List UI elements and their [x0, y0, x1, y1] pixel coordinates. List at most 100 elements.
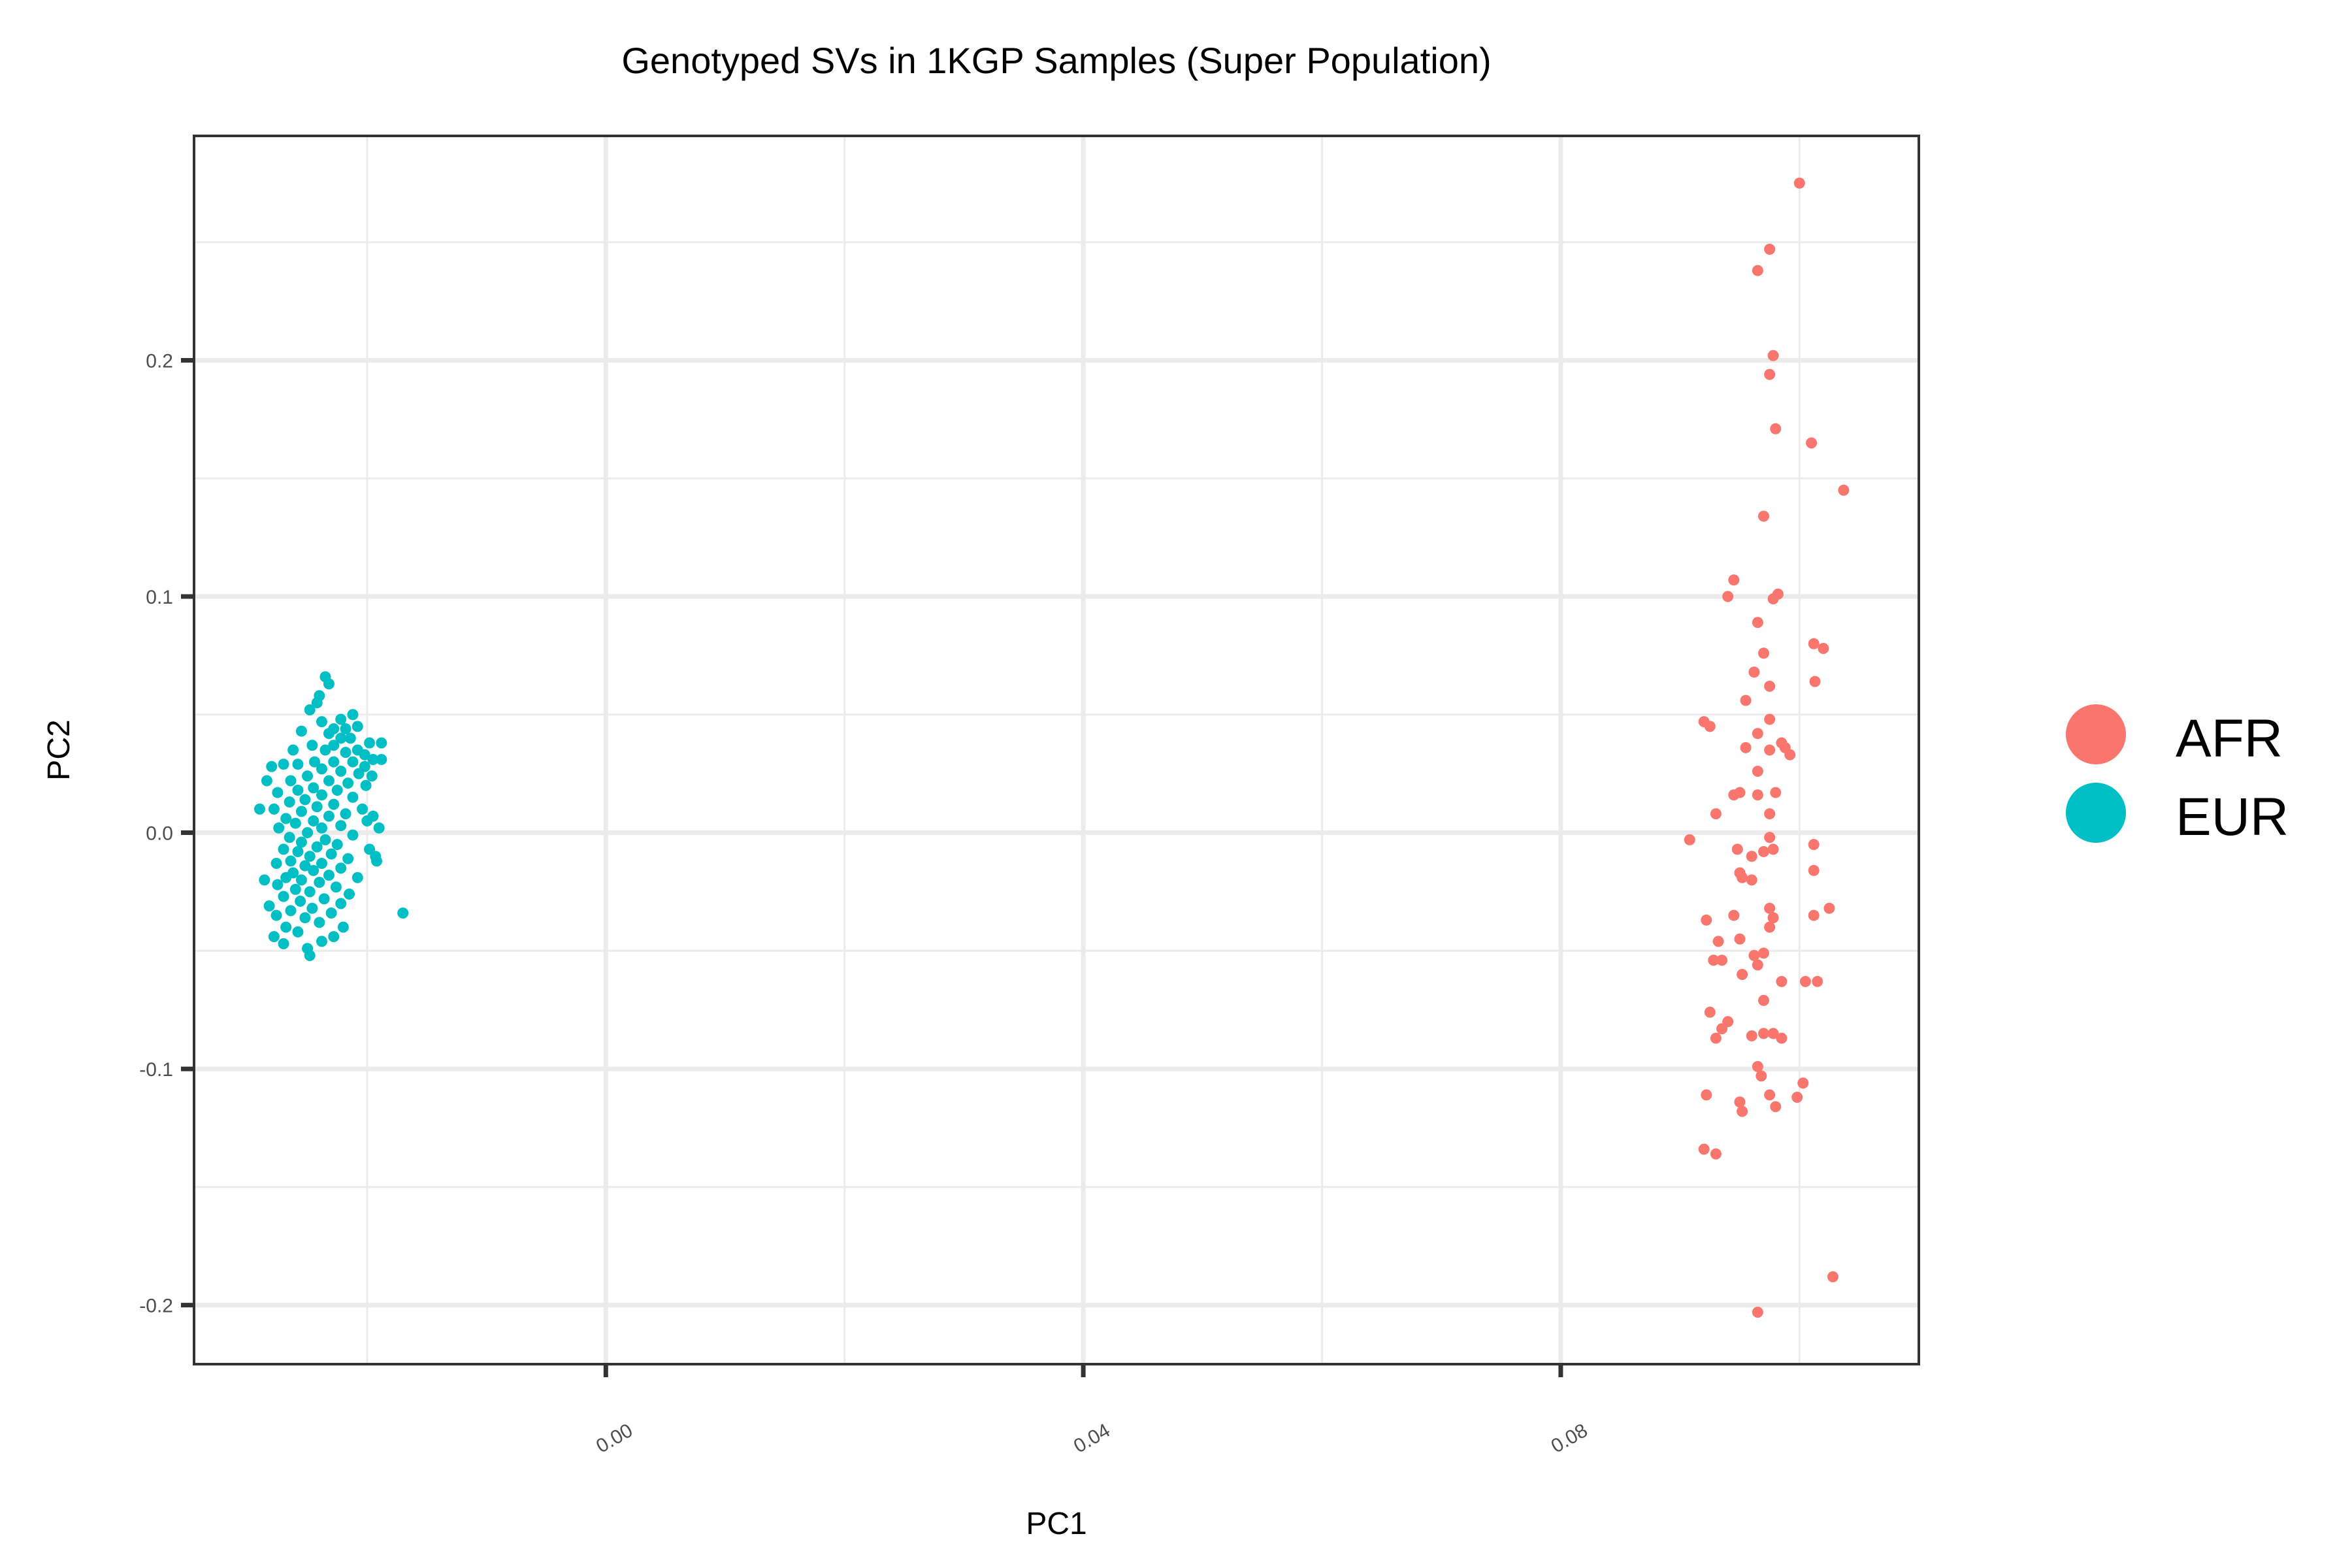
data-point-eur [304, 886, 316, 898]
legend-key-eur [2066, 783, 2126, 843]
data-point-eur [302, 827, 314, 839]
data-point-eur [278, 759, 289, 770]
data-point-eur [342, 853, 354, 864]
data-point-eur [366, 770, 378, 782]
data-point-afr [1808, 909, 1820, 921]
data-point-eur [319, 834, 331, 845]
data-point-afr [1767, 1028, 1779, 1039]
data-point-eur [304, 950, 316, 962]
data-point-eur [347, 791, 359, 803]
data-point-eur [357, 803, 368, 815]
data-point-afr [1746, 874, 1757, 886]
data-point-afr [1770, 1101, 1782, 1113]
data-point-eur [340, 723, 351, 734]
data-point-afr [1728, 574, 1740, 586]
data-point-afr [1716, 955, 1728, 966]
legend-label-eur: EUR [2176, 787, 2289, 847]
data-point-eur [364, 737, 376, 749]
data-point-afr [1797, 1077, 1809, 1089]
y-tick-label: -0.2 [139, 1296, 173, 1317]
data-point-afr [1752, 617, 1763, 629]
data-point-afr [1767, 912, 1779, 924]
data-point-afr [1767, 593, 1779, 605]
data-point-afr [1764, 744, 1776, 756]
data-point-eur [285, 775, 297, 787]
data-point-afr [1823, 902, 1835, 914]
data-point-afr [1748, 666, 1760, 678]
data-point-eur [316, 936, 327, 947]
data-point-eur [347, 829, 359, 841]
data-point-eur [328, 756, 340, 768]
data-point-afr [1710, 1148, 1722, 1160]
data-point-afr [1818, 643, 1829, 655]
data-point-eur [287, 744, 299, 756]
data-point-eur [328, 798, 340, 810]
data-point-eur [278, 938, 289, 949]
data-point-eur [331, 839, 343, 851]
data-point-afr [1764, 1089, 1776, 1101]
data-point-afr [1734, 1096, 1746, 1108]
data-point-afr [1756, 1070, 1767, 1082]
data-point-eur [292, 845, 304, 857]
data-point-eur [330, 881, 342, 893]
data-point-eur [285, 855, 297, 867]
y-axis-title: PC2 [42, 719, 76, 780]
data-point-eur [323, 728, 335, 740]
data-point-eur [316, 789, 327, 801]
data-point-eur [335, 820, 347, 832]
data-point-eur [323, 775, 335, 787]
data-point-eur [342, 777, 354, 789]
major-gridlines [194, 136, 1919, 1364]
legend-label-afr: AFR [2176, 709, 2283, 768]
data-point-eur [325, 907, 337, 919]
data-point-afr [1757, 845, 1769, 857]
data-point-eur [268, 931, 280, 943]
data-point-afr [1704, 721, 1716, 732]
data-point-afr [1838, 484, 1850, 496]
data-point-eur [304, 704, 316, 716]
data-point-eur [367, 810, 379, 822]
data-point-afr [1764, 368, 1776, 380]
data-point-afr [1757, 647, 1769, 659]
data-point-eur [278, 843, 289, 855]
data-point-eur [302, 770, 314, 782]
data-point-eur [280, 921, 292, 933]
data-point-afr [1808, 638, 1820, 649]
data-point-afr [1708, 955, 1720, 966]
data-point-eur [367, 753, 379, 765]
y-tick-label: 0.2 [146, 350, 173, 372]
data-point-eur [261, 775, 272, 787]
data-point-afr [1746, 1030, 1757, 1041]
data-point-eur [316, 858, 327, 870]
data-point-afr [1784, 749, 1796, 760]
data-point-eur [308, 864, 319, 876]
data-point-afr [1757, 1028, 1769, 1039]
data-point-eur [323, 870, 335, 881]
data-point-eur [328, 740, 340, 751]
data-point-eur [280, 872, 292, 883]
data-point-afr [1737, 968, 1748, 980]
data-point-afr [1757, 994, 1769, 1006]
data-point-eur [292, 759, 304, 770]
data-point-afr [1808, 839, 1820, 851]
data-point-eur [311, 697, 323, 709]
data-point-afr [1737, 872, 1748, 883]
data-point-eur [289, 817, 301, 829]
data-point-eur [308, 782, 319, 794]
data-point-eur [314, 917, 325, 928]
data-point-eur [311, 801, 323, 813]
data-point-eur [376, 737, 387, 749]
data-point-afr [1737, 1105, 1748, 1117]
data-point-afr [1764, 713, 1776, 725]
data-point-eur [335, 898, 347, 909]
data-point-afr [1764, 680, 1776, 692]
data-point-afr [1770, 423, 1782, 434]
data-point-eur [351, 721, 363, 732]
data-point-eur [272, 879, 284, 890]
data-point-eur [272, 787, 284, 798]
data-point-eur [323, 678, 335, 690]
data-point-eur [308, 815, 319, 826]
data-point-eur [285, 905, 297, 917]
data-point-eur [318, 893, 330, 905]
